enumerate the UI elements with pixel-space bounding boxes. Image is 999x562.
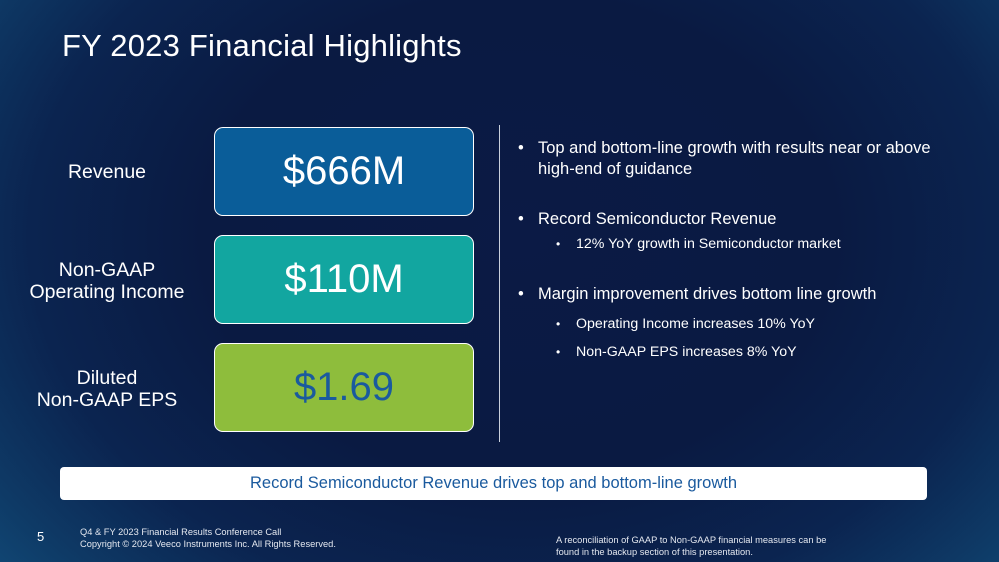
- footer-line: found in the backup section of this pres…: [556, 547, 753, 557]
- footer-line: A reconciliation of GAAP to Non-GAAP fin…: [556, 535, 827, 545]
- footer-disclaimer: A reconciliation of GAAP to Non-GAAP fin…: [556, 534, 886, 558]
- summary-banner: Record Semiconductor Revenue drives top …: [60, 467, 927, 500]
- metric-label-line: Non-GAAP EPS: [36, 389, 178, 411]
- metric-label-eps: Diluted Non-GAAP EPS: [12, 367, 202, 411]
- metric-value-operating-income: $110M: [284, 257, 404, 301]
- metric-label-line: Diluted: [76, 367, 138, 389]
- metric-box-eps: $1.69: [214, 343, 474, 432]
- metric-label-line: Non-GAAP: [58, 259, 156, 281]
- sub-bullet-item: 12% YoY growth in Semiconductor market: [556, 235, 938, 253]
- footer-copyright: Q4 & FY 2023 Financial Results Conferenc…: [80, 526, 336, 550]
- bullet-list: Top and bottom-line growth with results …: [518, 138, 938, 361]
- metric-value-eps: $1.69: [293, 365, 395, 409]
- metric-label-operating-income: Non-GAAP Operating Income: [12, 259, 202, 303]
- bullet-item: Record Semiconductor Revenue: [518, 209, 938, 230]
- metric-box-operating-income: $110M: [214, 235, 474, 324]
- sub-bullet-item: Non-GAAP EPS increases 8% YoY: [556, 343, 938, 361]
- bullet-item: Margin improvement drives bottom line gr…: [518, 284, 938, 305]
- footer-line: Copyright © 2024 Veeco Instruments Inc. …: [80, 539, 336, 549]
- bullet-item: Top and bottom-line growth with results …: [518, 138, 938, 180]
- metric-label-line: Operating Income: [29, 281, 185, 303]
- summary-banner-text: Record Semiconductor Revenue drives top …: [249, 474, 737, 492]
- footer-line: Q4 & FY 2023 Financial Results Conferenc…: [80, 527, 282, 537]
- sub-bullet-item: Operating Income increases 10% YoY: [556, 315, 938, 333]
- metric-value-revenue: $666M: [282, 149, 406, 193]
- vertical-divider: [499, 125, 500, 442]
- metric-box-revenue: $666M: [214, 127, 474, 216]
- metric-label-revenue: Revenue: [12, 161, 202, 183]
- slide-title: FY 2023 Financial Highlights: [62, 28, 462, 63]
- metric-label-line: Revenue: [67, 161, 147, 183]
- page-number: 5: [37, 529, 45, 544]
